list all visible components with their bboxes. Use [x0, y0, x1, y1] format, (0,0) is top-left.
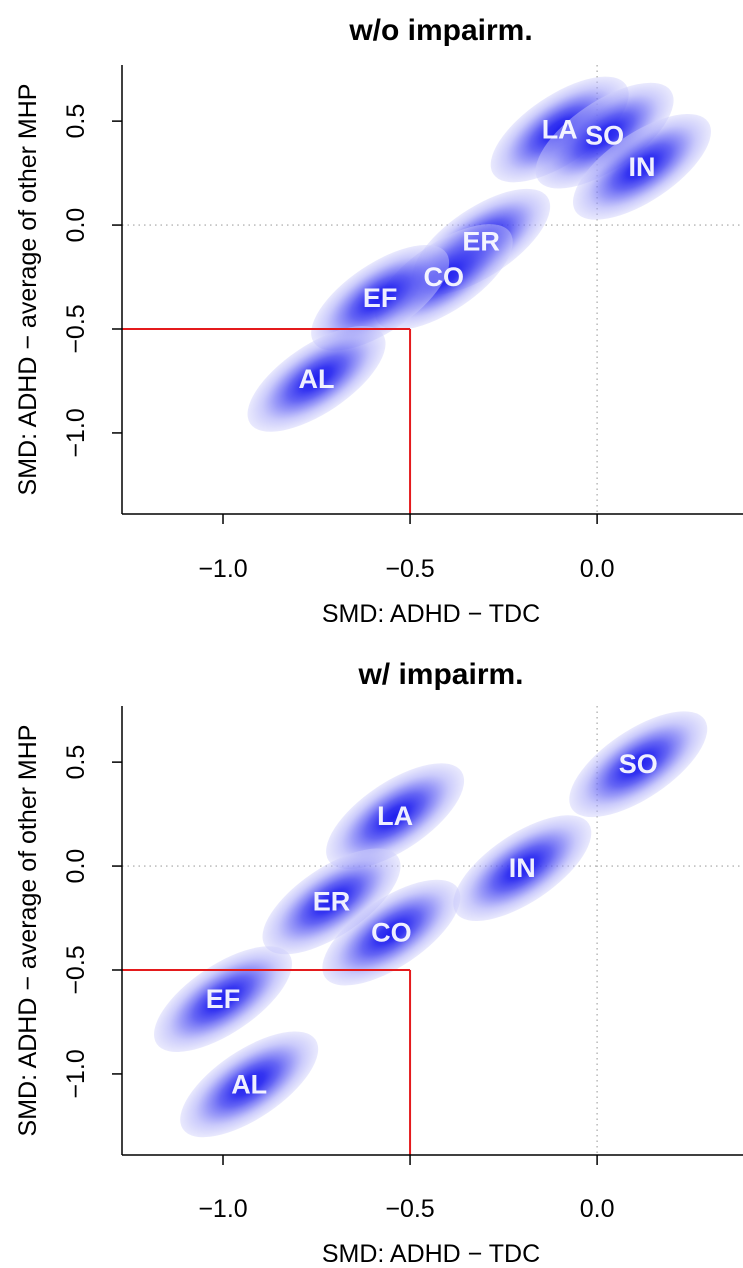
y-axis-title: SMD: ADHD − average of other MHP — [14, 725, 42, 1137]
y-tick-label: 0.5 — [62, 104, 90, 139]
y-axis-title: SMD: ADHD − average of other MHP — [14, 84, 42, 496]
point-label-al: AL — [231, 1069, 267, 1099]
x-tick-label: −1.0 — [198, 1195, 247, 1223]
y-tick-label: 0.5 — [62, 745, 90, 780]
point-label-al: AL — [299, 364, 335, 394]
point-label-so: SO — [619, 749, 658, 779]
point-label-er: ER — [462, 227, 500, 257]
point-label-so: SO — [585, 121, 624, 151]
point-label-er: ER — [313, 886, 351, 916]
point-label-ef: EF — [206, 984, 241, 1014]
density-ellipse-ef — [154, 946, 293, 1052]
chart-title: w/ impairm. — [357, 658, 523, 691]
x-tick-label: −0.5 — [385, 555, 434, 583]
density-ellipse-la — [326, 763, 465, 870]
chart-title: w/o impairm. — [348, 14, 532, 47]
point-label-la: LA — [542, 114, 578, 144]
density-ellipse-ef — [311, 244, 450, 351]
density-ellipse-so — [535, 82, 674, 189]
density-ellipse-al — [180, 1031, 319, 1138]
y-tick-label: −0.5 — [62, 304, 90, 353]
point-label-co: CO — [371, 918, 412, 948]
density-ellipse-so — [569, 711, 708, 818]
density-ellipse-co — [322, 879, 461, 986]
x-tick-label: −1.0 — [198, 555, 247, 583]
point-label-co: CO — [423, 262, 464, 292]
point-label-la: LA — [377, 801, 413, 831]
density-ellipse-in — [453, 815, 592, 922]
chart-panel-2: w/ impairm. SO LA IN ER CO EF AL −1.0 −0.5 0.0 −1.0… — [14, 658, 743, 1268]
y-tick-label: −0.5 — [62, 945, 90, 994]
density-ellipse-al — [247, 326, 386, 432]
y-tick-label: 0.0 — [62, 208, 90, 243]
y-tick-label: −1.0 — [62, 1049, 90, 1098]
x-tick-label: 0.0 — [580, 555, 615, 583]
point-label-ef: EF — [363, 283, 398, 313]
point-label-in: IN — [628, 152, 655, 182]
y-tick-label: 0.0 — [62, 849, 90, 884]
x-tick-label: 0.0 — [580, 1195, 615, 1223]
density-ellipse-er — [262, 848, 401, 955]
x-axis-title: SMD: ADHD − TDC — [322, 1240, 540, 1268]
point-label-in: IN — [509, 853, 536, 883]
y-tick-label: −1.0 — [62, 408, 90, 457]
density-ellipse-in — [572, 113, 711, 220]
x-axis-title: SMD: ADHD − TDC — [322, 600, 540, 628]
x-tick-label: −0.5 — [385, 1195, 434, 1223]
